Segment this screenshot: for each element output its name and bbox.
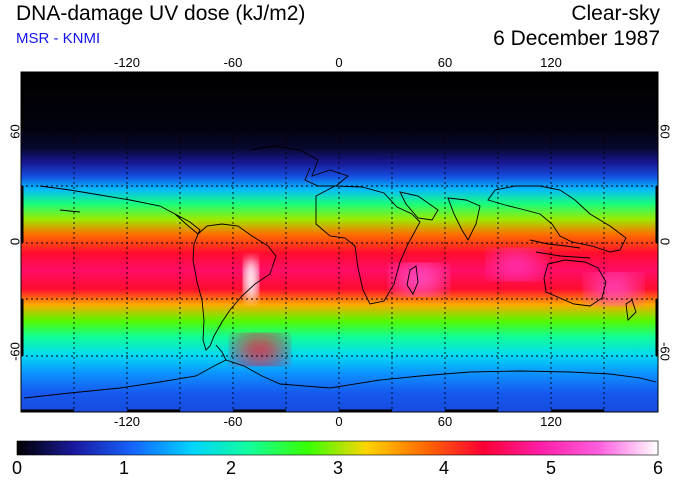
lon-tick-top: 0 — [335, 55, 343, 70]
lon-tick-bottom: 120 — [540, 414, 562, 429]
lon-tick-bottom: -60 — [223, 414, 243, 429]
colorbar-label: 6 — [652, 458, 664, 478]
lon-tick-top: 120 — [540, 55, 562, 70]
lon-tick-bottom: 60 — [437, 414, 453, 429]
uv-field — [21, 72, 658, 412]
sky-condition: Clear-sky — [571, 2, 660, 25]
hotspot-australia — [587, 275, 640, 304]
hotspot-indian-ocean — [490, 250, 543, 279]
colorbar-label: 2 — [225, 458, 237, 478]
central-america-coast — [174, 213, 201, 235]
lon-tick-bottom: -120 — [113, 414, 141, 429]
colorbar-label: 4 — [438, 458, 450, 478]
antarctica-coast — [23, 359, 657, 399]
frame-tick-bands — [20, 71, 659, 413]
new-zealand-coast — [625, 299, 637, 321]
hotspot-andes — [244, 257, 259, 302]
source-label: MSR - KNMI — [16, 30, 101, 47]
madagascar-coast — [406, 265, 419, 295]
greenland-europe-coast — [249, 145, 349, 187]
australia-coast — [543, 259, 607, 307]
south-america-coast — [192, 223, 277, 351]
antarctic-peninsula-coast — [215, 344, 227, 361]
lon-tick-top: -60 — [223, 55, 243, 70]
grid-lines — [21, 72, 658, 412]
colorbar — [16, 440, 659, 456]
lon-tick-top: 60 — [437, 55, 453, 70]
page-title: DNA-damage UV dose (kJ/m2) — [16, 2, 306, 25]
hotspot-south-africa — [393, 265, 446, 294]
colorbar-label: 0 — [11, 458, 23, 478]
lon-tick-top: -120 — [113, 55, 141, 70]
lon-tick-bottom: 0 — [335, 414, 343, 429]
asia-coast — [487, 185, 627, 253]
map-area — [21, 72, 658, 412]
hotspot-drake-passage — [233, 335, 286, 364]
colorbar-label: 5 — [545, 458, 557, 478]
north-america-coast — [39, 185, 176, 215]
map-frame — [20, 71, 659, 413]
africa-coast — [315, 185, 421, 305]
indonesia-coast — [529, 239, 591, 259]
arabia-coast — [399, 191, 439, 221]
date-label: 6 December 1987 — [493, 27, 660, 50]
colorbar-label: 1 — [118, 458, 130, 478]
india-coast — [447, 197, 481, 241]
colorbar-label: 3 — [332, 458, 344, 478]
coastlines — [23, 145, 657, 399]
